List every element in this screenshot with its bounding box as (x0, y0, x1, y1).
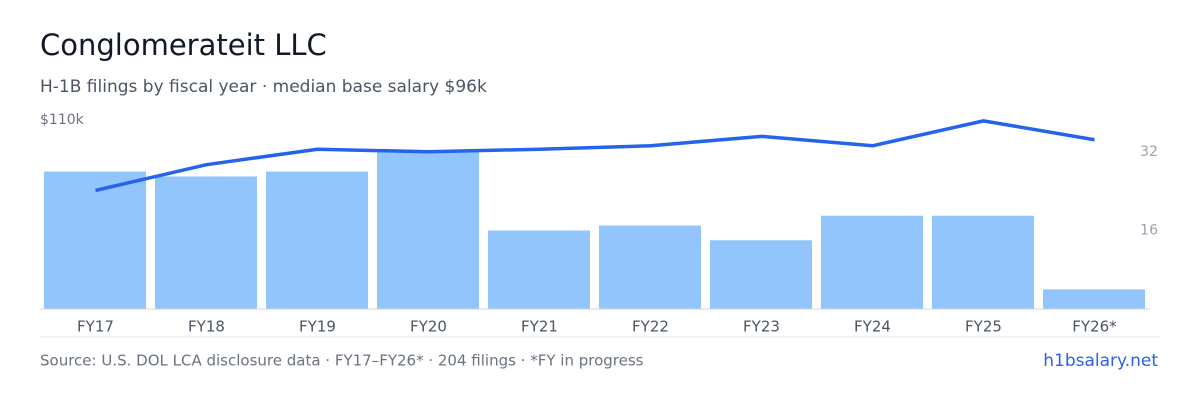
x-tick-label: FY24 (854, 318, 891, 336)
bar (155, 176, 257, 309)
bar (266, 171, 368, 309)
bar (44, 171, 146, 309)
bar (488, 230, 590, 309)
bar (599, 225, 701, 309)
x-tick-label: FY18 (188, 318, 225, 336)
bar (1043, 289, 1145, 309)
y2-tick-label: 32 (1140, 144, 1158, 160)
x-tick-label: FY21 (521, 318, 558, 336)
x-tick-label: FY25 (965, 318, 1002, 336)
y-tick-label: $110k (40, 112, 85, 128)
footer-source: Source: U.S. DOL LCA disclosure data · F… (40, 352, 644, 370)
x-tick-label: FY23 (743, 318, 780, 336)
footer-link[interactable]: h1bsalary.net (1043, 351, 1158, 371)
x-tick-label: FY26* (1072, 318, 1117, 336)
bar (710, 240, 812, 309)
x-tick-label: FY22 (632, 318, 669, 336)
x-tick-label: FY19 (299, 318, 336, 336)
chart-title: Conglomerateit LLC (40, 28, 327, 62)
x-tick-label: FY20 (410, 318, 447, 336)
y2-tick-label: 16 (1140, 222, 1158, 238)
salary-line (95, 119, 1095, 193)
bar (932, 215, 1034, 309)
chart-subtitle: H-1B filings by fiscal year · median bas… (40, 77, 487, 97)
bar (377, 151, 479, 309)
bar (821, 215, 923, 309)
x-tick-label: FY17 (77, 318, 114, 336)
